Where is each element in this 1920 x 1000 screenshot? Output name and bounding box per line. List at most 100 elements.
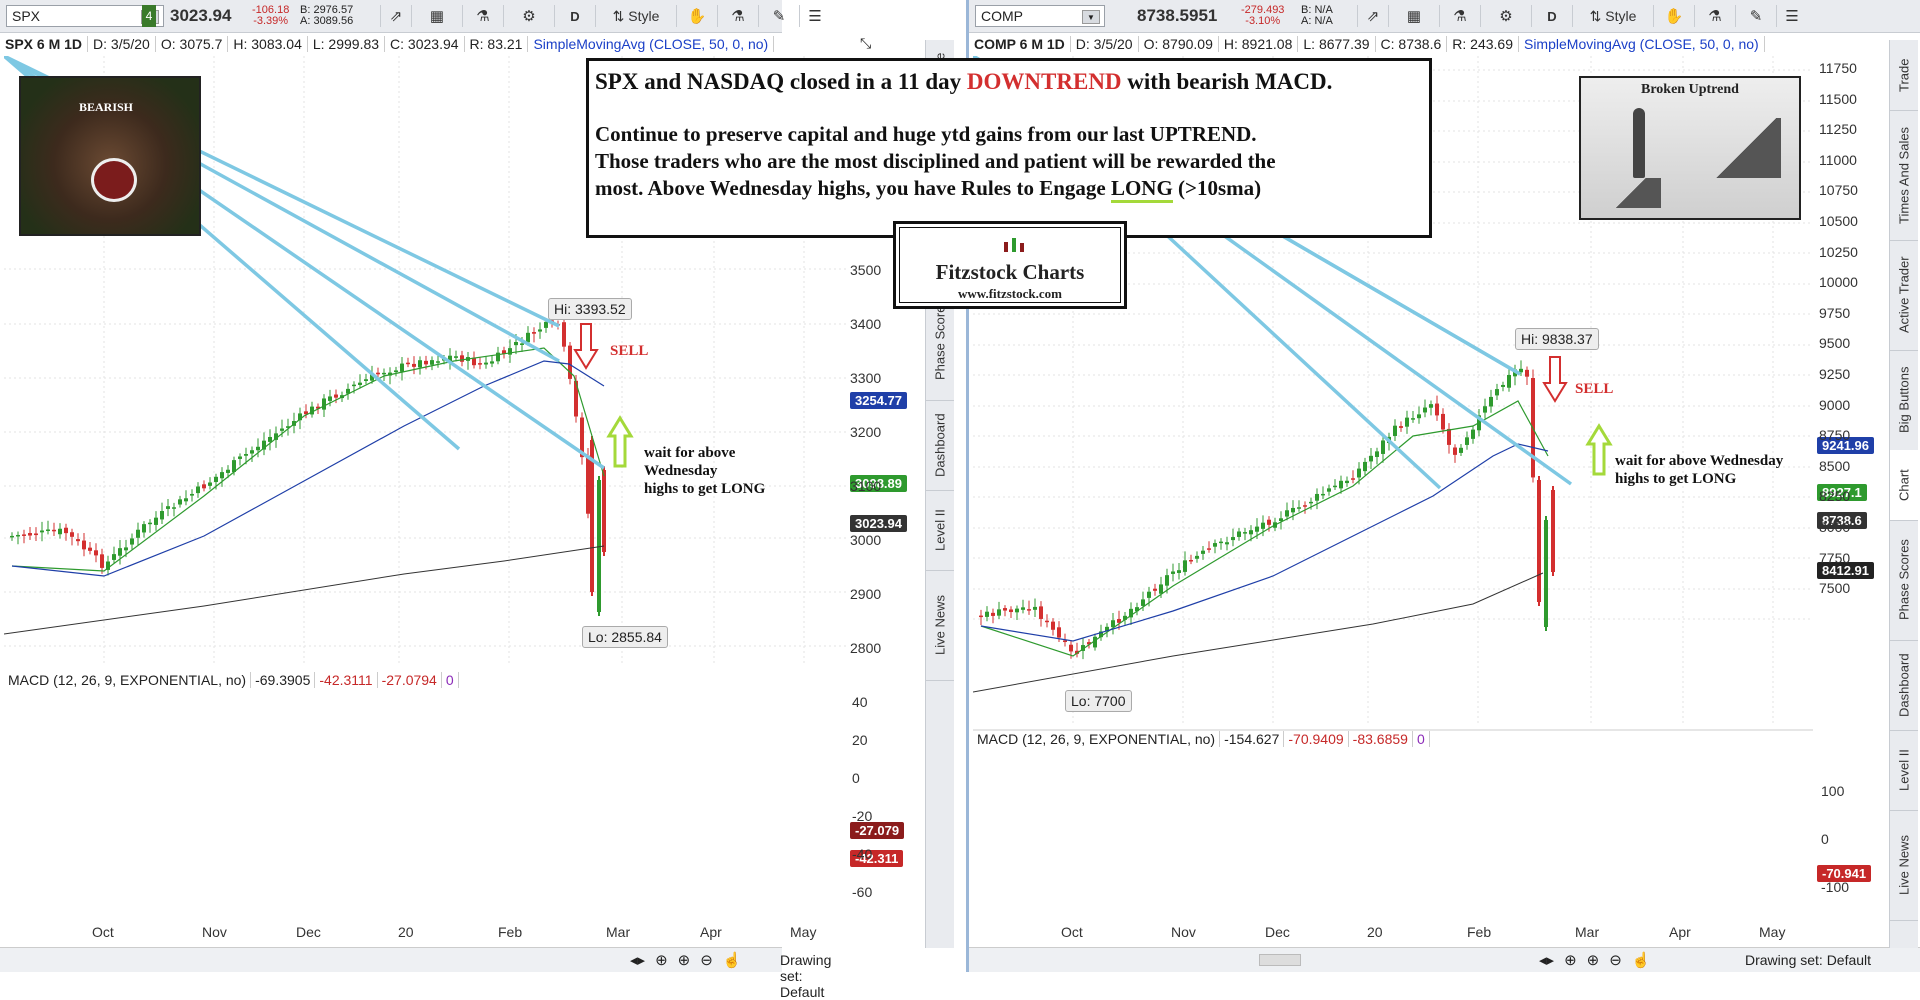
menu-icon[interactable]: ☰: [1776, 5, 1807, 27]
right-price-tick: 10250: [1819, 243, 1858, 260]
side-tab-times-and-sales[interactable]: Times And Sales: [1890, 110, 1918, 241]
candle-body: [1075, 650, 1079, 654]
candle-body: [1321, 493, 1325, 496]
side-tab-active-trader[interactable]: Active Trader: [1890, 240, 1918, 351]
side-tab-dashboard[interactable]: Dashboard: [926, 400, 954, 491]
left-price-tick: 3000: [850, 532, 882, 548]
candle-body: [590, 440, 594, 592]
menu-icon[interactable]: ☰: [799, 5, 830, 27]
right-drawing-set[interactable]: Drawing set: Default: [1745, 952, 1872, 968]
style-button[interactable]: ⇅ Style: [595, 5, 676, 27]
gear-icon[interactable]: ⚙: [503, 5, 554, 27]
right-toolbar: COMP ▼ 8738.5951 -279.493 -3.10% B: N/A A: …: [969, 0, 1920, 33]
gear-icon[interactable]: ⚙: [1480, 5, 1531, 27]
candle-body: [322, 398, 326, 410]
drawing-icon[interactable]: ✎: [758, 5, 799, 27]
side-tab-trade[interactable]: Trade: [1890, 40, 1918, 111]
candle-body: [460, 355, 464, 362]
candle-body: [88, 547, 92, 551]
candle-body: [64, 527, 68, 534]
calendar-icon[interactable]: ▦: [1388, 5, 1439, 27]
right-hi-label: Hi: 9838.37: [1515, 328, 1599, 350]
pointer-hand-icon[interactable]: ☝: [722, 952, 742, 969]
candle-body: [1195, 555, 1199, 559]
candle-body: [991, 612, 995, 616]
side-tab-level-ii[interactable]: Level II: [926, 490, 954, 571]
left-bottom-bar: ◂▸ ⊕ ⊕ ⊖ ☝ Drawing set: Default: [0, 947, 831, 1000]
zoom-in-icon[interactable]: ⊕: [677, 952, 691, 969]
headline-part3: with bearish MACD.: [1127, 69, 1333, 94]
flask-2-icon[interactable]: ⚗: [1694, 5, 1735, 27]
right-price-tick: 8500: [1819, 457, 1851, 474]
right-chart-name: COMP 6 M 1D: [969, 36, 1071, 52]
candle-body: [1489, 396, 1493, 407]
left-collapse-icon[interactable]: ⤡: [860, 35, 872, 51]
zoom-in-icon[interactable]: ⊕: [1586, 952, 1600, 969]
style-button[interactable]: ⇅ Style: [1572, 5, 1653, 27]
hand-icon[interactable]: ✋: [676, 5, 717, 27]
drawing-icon[interactable]: ✎: [1735, 5, 1776, 27]
left-drawing-set[interactable]: Drawing set: Default: [780, 952, 832, 1000]
candle-body: [196, 486, 200, 494]
side-tab-dashboard[interactable]: Dashboard: [1890, 640, 1918, 731]
left-symbol-input[interactable]: SPX▼: [6, 5, 164, 27]
pointer-hand-icon[interactable]: ☝: [1631, 952, 1651, 969]
candle-body: [538, 329, 542, 332]
commentary-box: SPX and NASDAQ closed in a 11 day DOWNTR…: [586, 58, 1432, 238]
right-sell-label: SELL: [1575, 381, 1614, 397]
candle-body: [520, 343, 524, 345]
right-symbol-input[interactable]: COMP ▼: [975, 5, 1105, 27]
share-icon[interactable]: ⇗: [1357, 5, 1388, 27]
side-tab-phase-scores[interactable]: Phase Scores: [1890, 520, 1918, 641]
left-study-label[interactable]: SimpleMovingAvg (CLOSE, 50, 0, no): [528, 36, 775, 52]
left-macd-header: MACD (12, 26, 9, EXPONENTIAL, no) -69.39…: [4, 672, 459, 688]
side-tab-level-ii[interactable]: Level II: [1890, 730, 1918, 811]
right-study-label[interactable]: SimpleMovingAvg (CLOSE, 50, 0, no): [1519, 36, 1765, 52]
calendar-icon[interactable]: ▦: [411, 5, 462, 27]
commentary-line3-c: (>10sma): [1178, 176, 1262, 200]
candle-body: [304, 411, 308, 415]
candle-body: [1015, 608, 1019, 613]
right-close: C: 8738.6: [1376, 36, 1448, 52]
hand-icon[interactable]: ✋: [1653, 5, 1694, 27]
side-tab-live-news[interactable]: Live News: [926, 570, 954, 681]
pan-arrows-icon[interactable]: ◂▸: [1539, 952, 1555, 969]
crosshair-icon[interactable]: ⊕: [1564, 952, 1577, 969]
candle-body: [334, 394, 338, 398]
candle-body: [1435, 403, 1439, 416]
aggregation-button[interactable]: D: [554, 5, 595, 27]
left-macd-v1: -69.3905: [251, 672, 316, 688]
left-month-label: Nov: [202, 924, 227, 940]
zoom-out-icon[interactable]: ⊖: [700, 952, 713, 969]
flask-2-icon[interactable]: ⚗: [717, 5, 758, 27]
share-icon[interactable]: ⇗: [380, 5, 411, 27]
aggregation-button[interactable]: D: [1531, 5, 1572, 27]
candle-body: [1027, 609, 1031, 611]
horizontal-scrollbar[interactable]: [1259, 954, 1301, 966]
symbol-dropdown-icon[interactable]: ▼: [1082, 10, 1100, 24]
broken-uptrend-label: Broken Uptrend: [1641, 82, 1739, 97]
zoom-out-icon[interactable]: ⊖: [1609, 952, 1622, 969]
candle-body: [1171, 571, 1175, 574]
side-tab-chart[interactable]: Chart: [1890, 450, 1918, 521]
candle-body: [256, 446, 260, 451]
bear-mouth: [91, 158, 137, 202]
side-tab-big-buttons[interactable]: Big Buttons: [1890, 350, 1918, 451]
candle-body: [1237, 531, 1241, 537]
candle-body: [1123, 615, 1127, 620]
pan-arrows-icon[interactable]: ◂▸: [630, 952, 646, 969]
flask-icon[interactable]: ⚗: [462, 5, 503, 27]
right-sma10-tag: 8927.1: [1817, 484, 1867, 501]
candle-body: [508, 348, 512, 355]
right-month-label: 20: [1367, 924, 1383, 940]
candle-body: [562, 322, 566, 347]
left-link-badge[interactable]: 4: [142, 5, 156, 27]
candle-body: [1441, 413, 1445, 430]
flask-icon[interactable]: ⚗: [1439, 5, 1480, 27]
right-price-tick: 11250: [1819, 121, 1857, 138]
left-lo-label: Lo: 2855.84: [582, 626, 668, 648]
side-tab-live-news[interactable]: Live News: [1890, 810, 1918, 921]
left-macd-tick: 40: [852, 694, 868, 710]
crosshair-icon[interactable]: ⊕: [655, 952, 668, 969]
candle-body: [430, 360, 434, 365]
